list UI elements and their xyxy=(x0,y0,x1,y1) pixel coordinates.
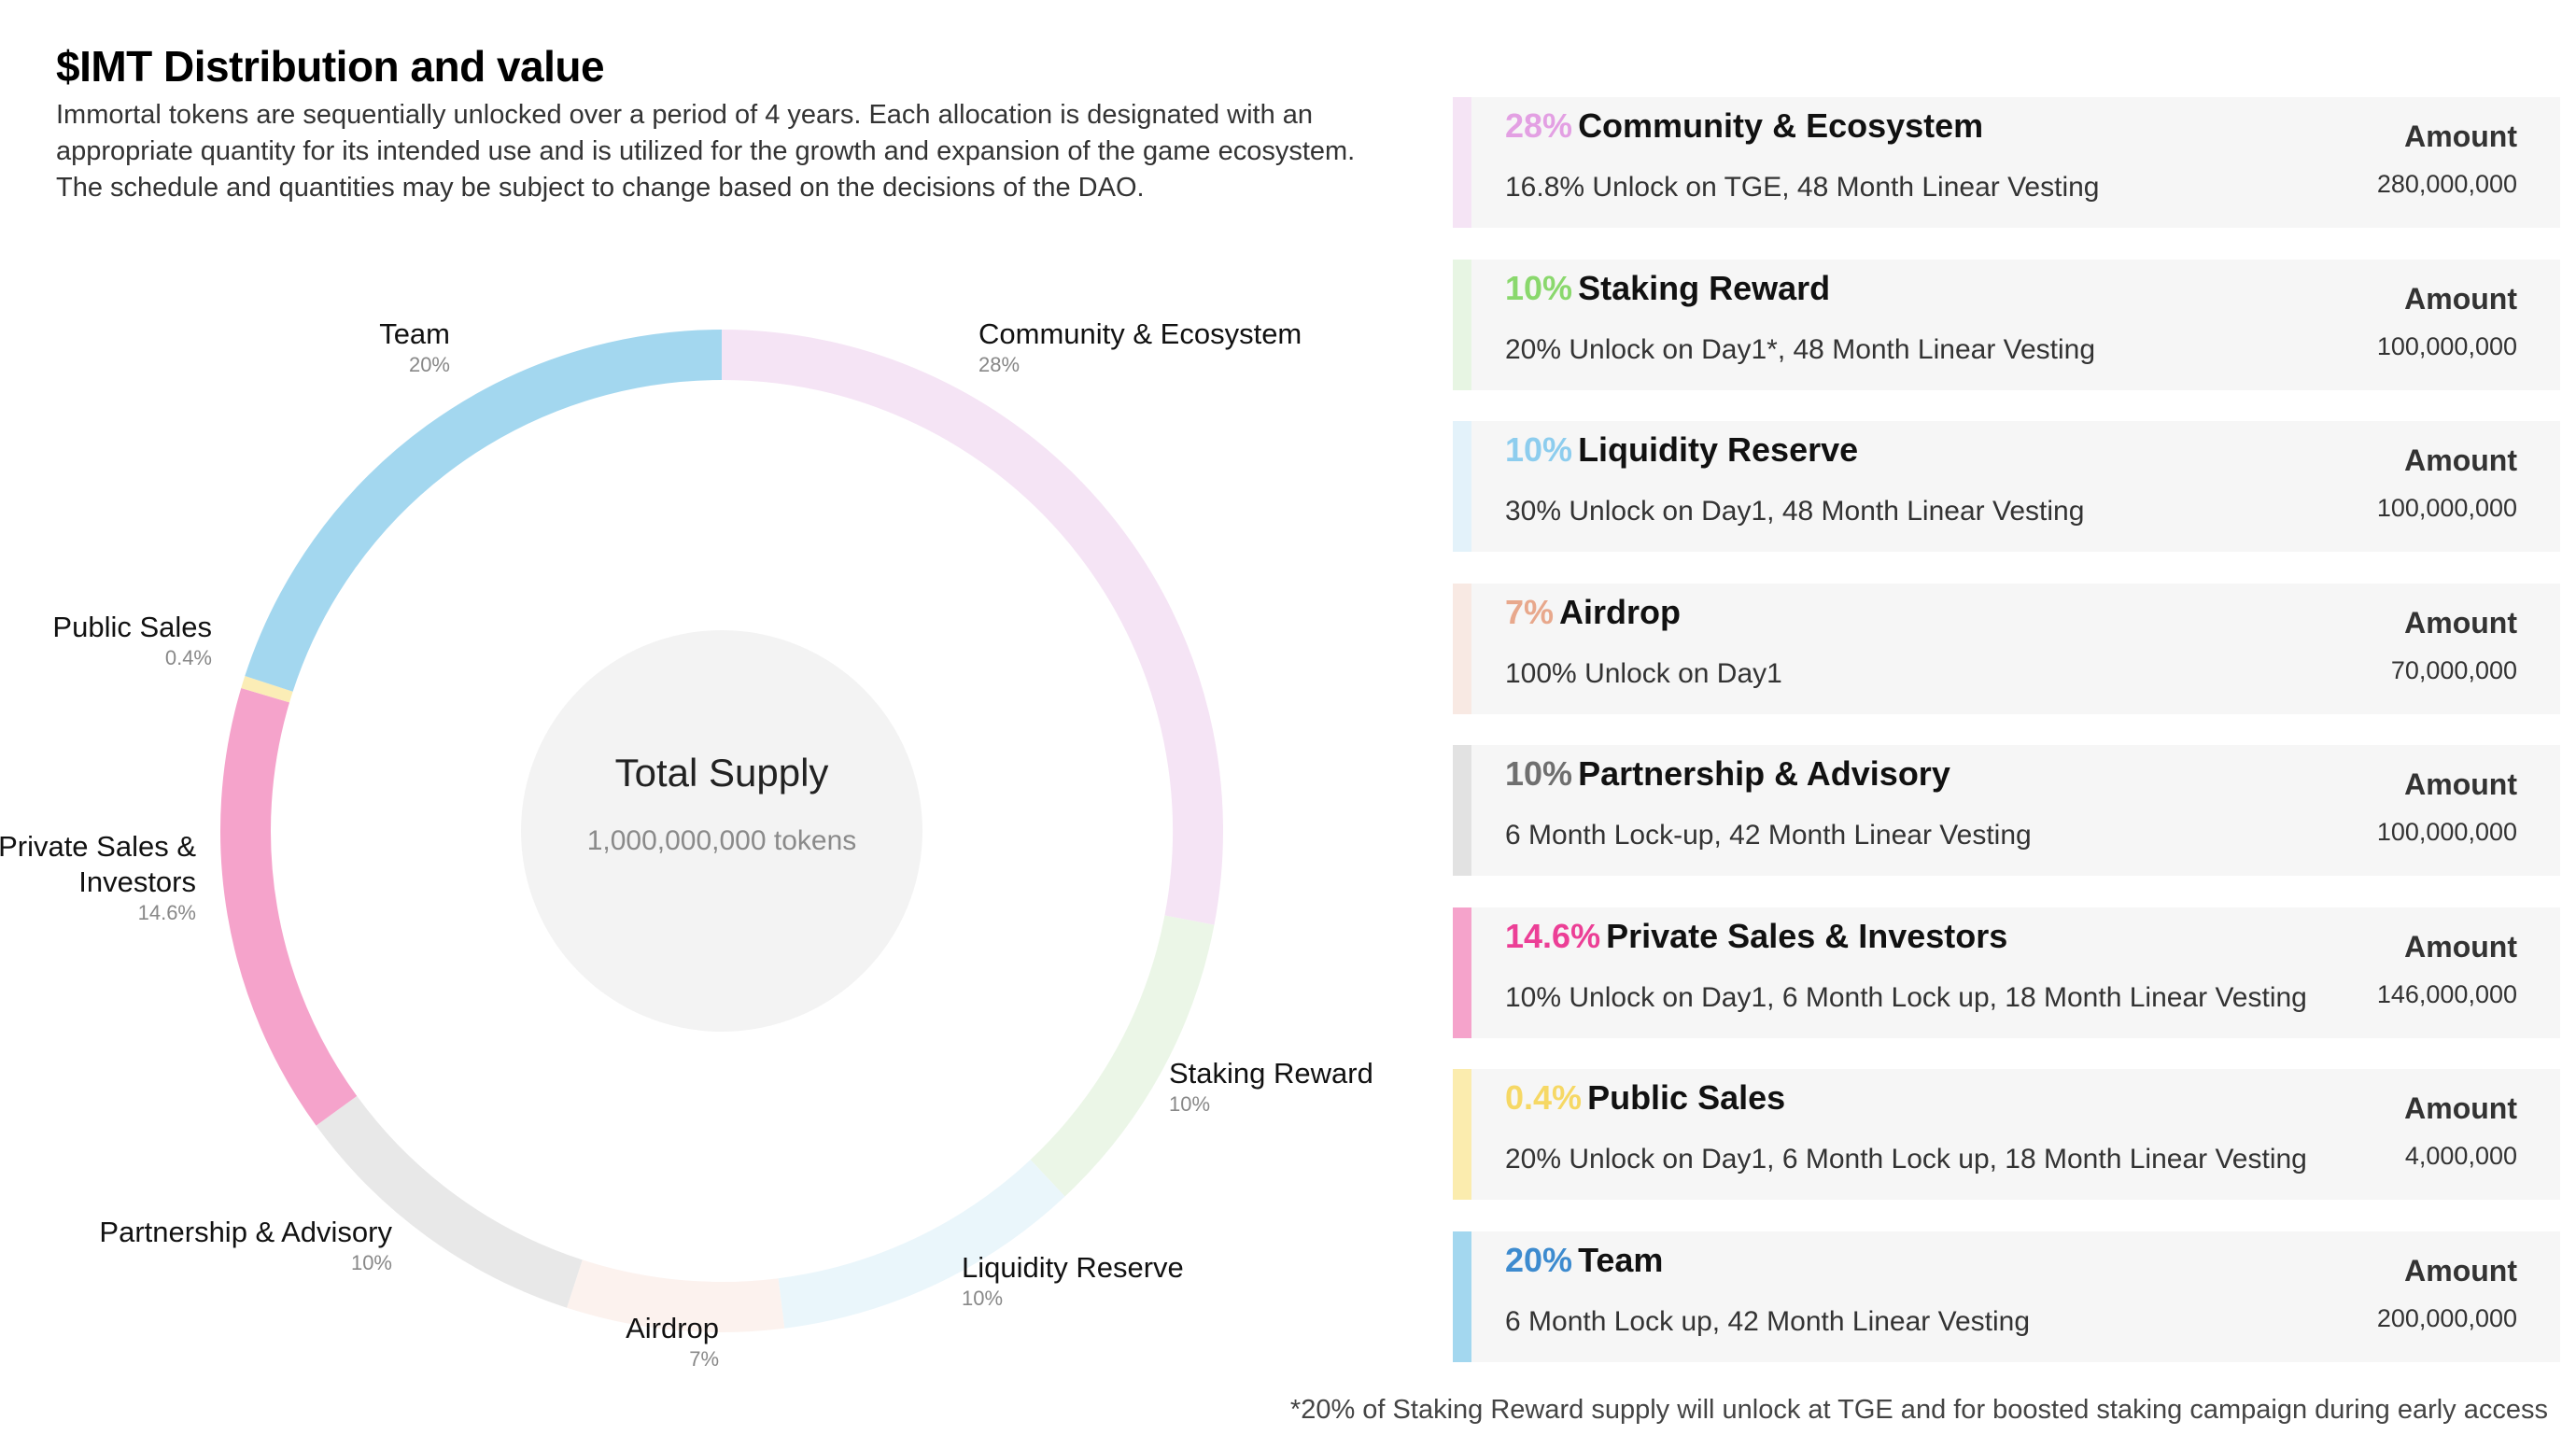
segment-label-airdrop: Airdrop xyxy=(626,1312,719,1344)
segment-pct-public-sales: 0.4% xyxy=(165,646,212,669)
segment-pct-liquidity-reserve: 10% xyxy=(962,1287,1003,1310)
card-percent: 10% xyxy=(1505,430,1573,469)
segment-pct-staking-reward: 10% xyxy=(1169,1092,1210,1116)
segment-label-team: Team xyxy=(379,317,450,350)
allocation-card-airdrop: 7% Airdrop 100% Unlock on Day1 Amount 70,000… xyxy=(1453,583,2560,714)
card-vesting-detail: 6 Month Lock up, 42 Month Linear Vesting xyxy=(1505,1305,2031,1337)
donut-segment-team xyxy=(245,330,723,692)
card-heading: 10% Staking Reward xyxy=(1505,269,1830,308)
segment-label-private-sales-and-investors: Private Sales & xyxy=(0,830,196,863)
card-name: Staking Reward xyxy=(1578,268,1831,307)
center-disc xyxy=(521,630,922,1032)
card-heading: 14.6% Private Sales & Investors xyxy=(1505,917,2007,956)
segment-label-partnership-and-advisory: Partnership & Advisory xyxy=(99,1216,392,1248)
segment-label-private-sales-and-investors: Investors xyxy=(78,865,196,898)
card-name: Public Sales xyxy=(1587,1078,1786,1117)
donut-segment-staking-reward xyxy=(1030,915,1215,1197)
card-color-bar xyxy=(1453,259,1471,390)
segment-pct-partnership-and-advisory: 10% xyxy=(351,1251,392,1274)
donut-segment-private-sales-and-investors xyxy=(220,687,358,1126)
allocation-card-community-and-ecosystem: 28% Community & Ecosystem 16.8% Unlock on … xyxy=(1453,97,2560,228)
card-color-bar xyxy=(1453,97,1471,228)
card-amount-value: 280,000,000 xyxy=(2376,170,2517,198)
card-amount-label: Amount xyxy=(2404,281,2517,316)
footnote: *20% of Staking Reward supply will unloc… xyxy=(1289,1395,2548,1425)
card-heading: 10% Partnership & Advisory xyxy=(1505,754,1950,794)
card-heading: 20% Team xyxy=(1505,1241,1663,1280)
card-heading: 0.4% Public Sales xyxy=(1505,1078,1785,1118)
allocation-card-public-sales: 0.4% Public Sales 20% Unlock on Day1, 6 Mo… xyxy=(1453,1069,2560,1200)
card-vesting-detail: 20% Unlock on Day1*, 48 Month Linear Ves… xyxy=(1505,333,2096,365)
segment-label-public-sales: Public Sales xyxy=(52,611,212,643)
card-vesting-detail: 100% Unlock on Day1 xyxy=(1505,657,1782,689)
donut-segment-liquidity-reserve xyxy=(778,1159,1065,1329)
segment-pct-airdrop: 7% xyxy=(689,1347,719,1371)
card-percent: 10% xyxy=(1505,268,1573,307)
card-color-bar xyxy=(1453,421,1471,552)
card-amount-value: 100,000,000 xyxy=(2376,494,2517,522)
card-percent: 20% xyxy=(1505,1240,1573,1279)
page-description: Immortal tokens are sequentially unlocke… xyxy=(56,100,1356,203)
segment-label-community-and-ecosystem: Community & Ecosystem xyxy=(978,317,1302,350)
center-title: Total Supply xyxy=(615,751,829,795)
card-amount-label: Amount xyxy=(2404,1091,2517,1125)
card-percent: 0.4% xyxy=(1505,1078,1583,1117)
donut-segment-airdrop xyxy=(567,1259,785,1332)
segment-pct-team: 20% xyxy=(409,353,450,376)
card-name: Private Sales & Investors xyxy=(1606,916,2008,955)
card-percent: 10% xyxy=(1505,754,1573,793)
card-name: Liquidity Reserve xyxy=(1578,430,1859,469)
segment-pct-community-and-ecosystem: 28% xyxy=(978,353,1020,376)
card-percent: 28% xyxy=(1505,106,1573,145)
allocation-card-staking-reward: 10% Staking Reward 20% Unlock on Day1*, 48… xyxy=(1453,259,2560,390)
card-amount-label: Amount xyxy=(2404,1253,2517,1287)
card-name: Airdrop xyxy=(1559,592,1682,631)
allocation-card-private-sales-and-investors: 14.6% Private Sales & Investors 10% Unlock… xyxy=(1453,907,2560,1038)
card-heading: 7% Airdrop xyxy=(1505,593,1681,632)
card-vesting-detail: 20% Unlock on Day1, 6 Month Lock up, 18 … xyxy=(1505,1144,2307,1175)
card-heading: 28% Community & Ecosystem xyxy=(1505,106,1983,146)
donut-chart: Total Supply 1,000,000,000 tokens Commun… xyxy=(0,317,1373,1371)
card-amount-label: Amount xyxy=(2404,443,2517,477)
segment-label-staking-reward: Staking Reward xyxy=(1169,1057,1373,1090)
card-percent: 14.6% xyxy=(1505,916,1601,955)
donut-segment-public-sales xyxy=(241,676,293,703)
card-amount-label: Amount xyxy=(2404,929,2517,964)
card-amount-value: 100,000,000 xyxy=(2376,818,2517,846)
allocation-card-partnership-and-advisory: 10% Partnership & Advisory 6 Month Lock-up… xyxy=(1453,745,2560,876)
allocation-card-team: 20% Team 6 Month Lock up, 42 Month Linear … xyxy=(1453,1231,2560,1362)
card-vesting-detail: 30% Unlock on Day1, 48 Month Linear Vest… xyxy=(1505,496,2085,527)
donut-segment-community-and-ecosystem xyxy=(721,330,1223,925)
page-title: $IMT Distribution and value xyxy=(56,42,605,91)
allocation-card-liquidity-reserve: 10% Liquidity Reserve 30% Unlock on Day1, … xyxy=(1453,421,2560,552)
card-color-bar xyxy=(1453,1231,1471,1362)
segment-pct-private-sales-and-investors: 14.6% xyxy=(138,901,196,924)
card-amount-value: 4,000,000 xyxy=(2404,1142,2517,1170)
center-subtitle: 1,000,000,000 tokens xyxy=(587,825,857,856)
card-vesting-detail: 6 Month Lock-up, 42 Month Linear Vesting xyxy=(1505,820,2032,851)
card-color-bar xyxy=(1453,745,1471,876)
card-name: Community & Ecosystem xyxy=(1578,106,1984,145)
card-amount-value: 70,000,000 xyxy=(2390,655,2517,684)
card-name: Partnership & Advisory xyxy=(1578,754,1950,793)
card-amount-value: 200,000,000 xyxy=(2376,1303,2517,1332)
card-percent: 7% xyxy=(1505,592,1555,631)
card-vesting-detail: 16.8% Unlock on TGE, 48 Month Linear Ves… xyxy=(1505,172,2100,203)
segment-label-liquidity-reserve: Liquidity Reserve xyxy=(962,1251,1184,1284)
card-amount-value: 100,000,000 xyxy=(2376,331,2517,360)
donut-segment-partnership-and-advisory xyxy=(316,1095,583,1308)
card-color-bar xyxy=(1453,583,1471,714)
card-amount-label: Amount xyxy=(2404,767,2517,801)
card-name: Team xyxy=(1578,1240,1664,1279)
card-amount-value: 146,000,000 xyxy=(2376,979,2517,1008)
card-amount-label: Amount xyxy=(2404,120,2517,153)
card-vesting-detail: 10% Unlock on Day1, 6 Month Lock up, 18 … xyxy=(1505,981,2307,1013)
card-amount-label: Amount xyxy=(2404,605,2517,640)
card-color-bar xyxy=(1453,907,1471,1038)
card-color-bar xyxy=(1453,1069,1471,1200)
card-heading: 10% Liquidity Reserve xyxy=(1505,430,1858,470)
